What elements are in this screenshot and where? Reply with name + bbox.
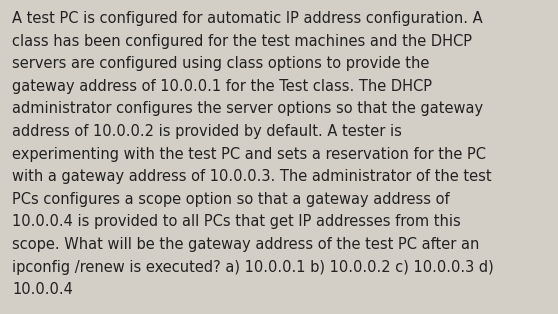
Text: ipconfig /renew is executed? a) 10.0.0.1 b) 10.0.0.2 c) 10.0.0.3 d): ipconfig /renew is executed? a) 10.0.0.1…: [12, 260, 494, 275]
Text: PCs configures a scope option so that a gateway address of: PCs configures a scope option so that a …: [12, 192, 450, 207]
Text: gateway address of 10.0.0.1 for the Test class. The DHCP: gateway address of 10.0.0.1 for the Test…: [12, 79, 432, 94]
Text: address of 10.0.0.2 is provided by default. A tester is: address of 10.0.0.2 is provided by defau…: [12, 124, 402, 139]
Text: 10.0.0.4 is provided to all PCs that get IP addresses from this: 10.0.0.4 is provided to all PCs that get…: [12, 214, 461, 230]
Text: experimenting with the test PC and sets a reservation for the PC: experimenting with the test PC and sets …: [12, 147, 486, 162]
Text: with a gateway address of 10.0.0.3. The administrator of the test: with a gateway address of 10.0.0.3. The …: [12, 169, 492, 184]
Text: administrator configures the server options so that the gateway: administrator configures the server opti…: [12, 101, 483, 116]
Text: 10.0.0.4: 10.0.0.4: [12, 282, 73, 297]
Text: servers are configured using class options to provide the: servers are configured using class optio…: [12, 56, 430, 71]
Text: scope. What will be the gateway address of the test PC after an: scope. What will be the gateway address …: [12, 237, 480, 252]
Text: class has been configured for the test machines and the DHCP: class has been configured for the test m…: [12, 34, 472, 49]
Text: A test PC is configured for automatic IP address configuration. A: A test PC is configured for automatic IP…: [12, 11, 483, 26]
